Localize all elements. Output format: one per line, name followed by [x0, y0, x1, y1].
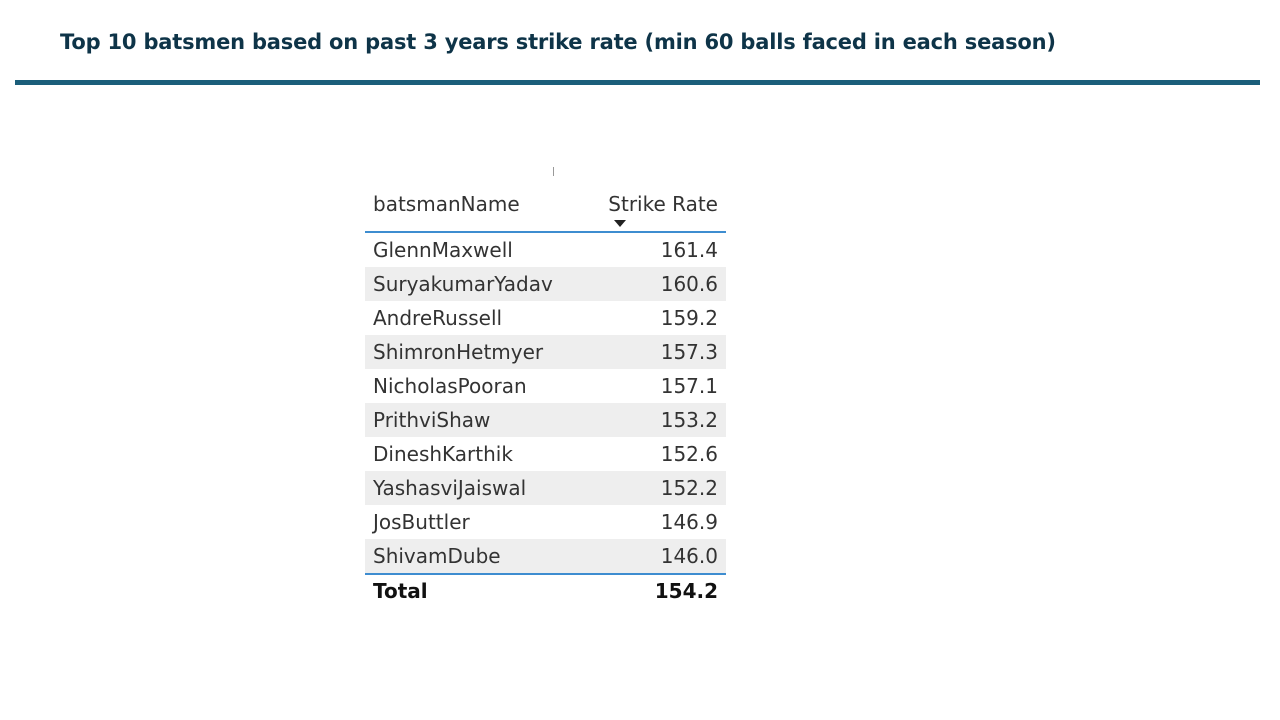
table-body: GlennMaxwell 161.4 SuryakumarYadav 160.6 And… — [365, 233, 726, 573]
table-row[interactable]: SuryakumarYadav 160.6 — [365, 267, 726, 301]
visual-resize-handle[interactable] — [553, 167, 554, 176]
sort-down-icon[interactable] — [614, 220, 626, 227]
table-row[interactable]: PrithviShaw 153.2 — [365, 403, 726, 437]
table-row[interactable]: NicholasPooran 157.1 — [365, 369, 726, 403]
batsman-name-cell: YashasviJaiswal — [373, 476, 527, 500]
table-row[interactable]: YashasviJaiswal 152.2 — [365, 471, 726, 505]
column-header-batsman-name[interactable]: batsmanName — [373, 192, 520, 216]
batsman-name-cell: PrithviShaw — [373, 408, 491, 432]
batsman-name-cell: NicholasPooran — [373, 374, 527, 398]
total-value: 154.2 — [654, 579, 718, 603]
batsman-name-cell: ShivamDube — [373, 544, 501, 568]
column-header-strike-rate[interactable]: Strike Rate — [608, 192, 718, 216]
batsman-name-cell: GlennMaxwell — [373, 238, 513, 262]
strike-rate-cell: 152.2 — [660, 476, 718, 500]
strike-rate-cell: 157.3 — [660, 340, 718, 364]
page-title: Top 10 batsmen based on past 3 years str… — [60, 30, 1056, 54]
table-row[interactable]: AndreRussell 159.2 — [365, 301, 726, 335]
strike-rate-cell: 152.6 — [660, 442, 718, 466]
batsman-name-cell: SuryakumarYadav — [373, 272, 553, 296]
table-row[interactable]: JosButtler 146.9 — [365, 505, 726, 539]
strike-rate-cell: 153.2 — [660, 408, 718, 432]
table-header: batsmanName Strike Rate — [365, 182, 726, 233]
table-row[interactable]: ShivamDube 146.0 — [365, 539, 726, 573]
strike-rate-cell: 157.1 — [660, 374, 718, 398]
table-row[interactable]: GlennMaxwell 161.4 — [365, 233, 726, 267]
strike-rate-cell: 160.6 — [660, 272, 718, 296]
batsman-name-cell: ShimronHetmyer — [373, 340, 544, 364]
batsman-name-cell: AndreRussell — [373, 306, 503, 330]
strike-rate-cell: 146.0 — [660, 544, 718, 568]
strike-rate-cell: 146.9 — [660, 510, 718, 534]
table-row[interactable]: DineshKarthik 152.6 — [365, 437, 726, 471]
table-row[interactable]: ShimronHetmyer 157.3 — [365, 335, 726, 369]
total-label: Total — [373, 579, 428, 603]
strike-rate-cell: 159.2 — [660, 306, 718, 330]
batsman-name-cell: JosButtler — [373, 510, 470, 534]
title-divider — [15, 80, 1260, 85]
batsman-name-cell: DineshKarthik — [373, 442, 513, 466]
total-row: Total 154.2 — [365, 573, 726, 607]
strike-rate-cell: 161.4 — [660, 238, 718, 262]
strike-rate-table: batsmanName Strike Rate GlennMaxwell 161.… — [365, 182, 726, 607]
